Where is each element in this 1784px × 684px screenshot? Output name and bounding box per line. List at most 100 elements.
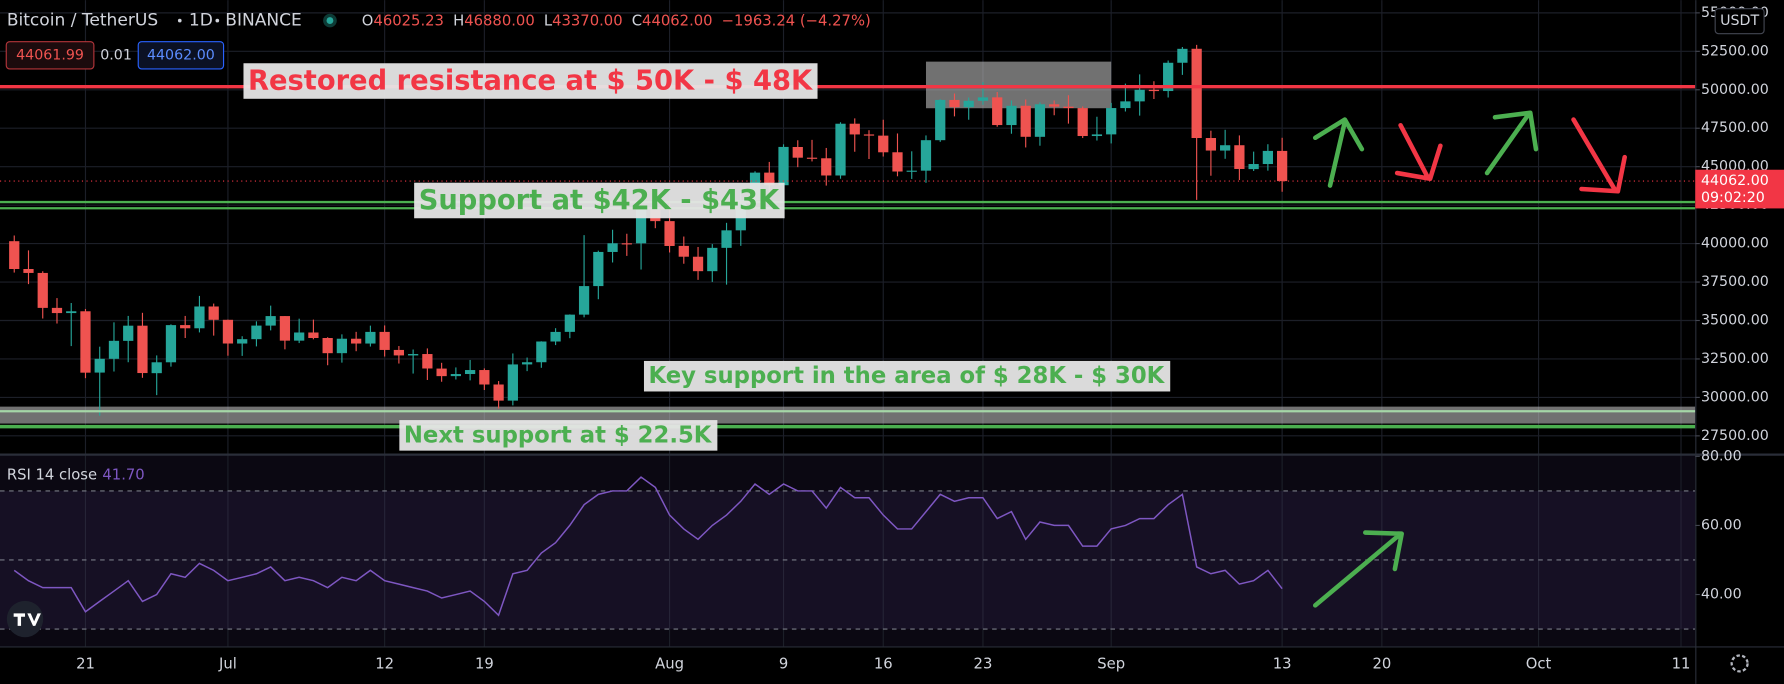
- candle-body: [1163, 62, 1174, 92]
- y-tick-label: 40000.00: [1701, 236, 1769, 252]
- settings[interactable]: [1730, 654, 1749, 673]
- candle-body: [51, 307, 63, 314]
- ohlc-key: O: [362, 13, 374, 30]
- y-tick-label: 32500.00: [1701, 351, 1769, 367]
- candle-body: [892, 152, 903, 172]
- separator-dot: [215, 18, 220, 23]
- x-tick-label: 16: [874, 656, 893, 673]
- candle-body: [678, 245, 689, 257]
- ask-box[interactable]: [137, 41, 225, 70]
- candle-body: [1262, 150, 1273, 165]
- candle-body: [692, 256, 704, 272]
- candle-body: [208, 306, 219, 320]
- arrows: [1312, 110, 1627, 608]
- candle-body: [977, 97, 989, 101]
- candle-body: [1091, 134, 1103, 137]
- candle-body: [23, 269, 34, 273]
- bid-box[interactable]: [5, 41, 95, 70]
- ohlc-value: 46880.00: [464, 13, 535, 30]
- candle-body: [707, 247, 718, 272]
- candle-body: [351, 338, 362, 344]
- candle-body: [521, 362, 533, 365]
- candle-body: [935, 99, 946, 141]
- interval: 1D: [189, 11, 213, 31]
- candle-body: [578, 286, 590, 315]
- candle-body: [137, 325, 148, 374]
- candle-body: [94, 358, 105, 373]
- bid: 44061.99: [16, 47, 84, 63]
- candle-body: [123, 325, 134, 341]
- candle-body: [493, 384, 504, 401]
- ohlc-key: H: [453, 13, 464, 30]
- candle-body: [464, 370, 476, 375]
- candle-body: [849, 123, 860, 135]
- arrow-down: [1571, 117, 1627, 194]
- candle-body: [1006, 105, 1017, 126]
- annotation-box: [399, 420, 718, 451]
- candle-body: [821, 158, 832, 176]
- logo[interactable]: [6, 600, 44, 638]
- candle-body: [920, 140, 932, 171]
- candle-body: [835, 123, 846, 176]
- annotation-box: [643, 360, 1171, 392]
- candle-body: [265, 316, 276, 326]
- candle-body: [251, 325, 262, 340]
- ohlc: O46025.23 H46880.00 L43370.00 C44062.00 −196…: [362, 13, 871, 30]
- x-tick-label: 20: [1372, 656, 1391, 673]
- arrow-up: [1312, 117, 1365, 188]
- candle-body: [1106, 108, 1117, 135]
- candle-body: [322, 338, 333, 354]
- candle-body: [237, 339, 248, 344]
- last-price-box: [1695, 169, 1784, 209]
- candle-body: [1191, 48, 1202, 139]
- x-tick-label: 9: [779, 656, 788, 673]
- y-tick-label: 80.00: [1701, 448, 1742, 464]
- candle-body: [1134, 89, 1145, 102]
- candle-body: [336, 338, 348, 354]
- rsi-last-value: 41.70: [102, 467, 144, 484]
- exchange: BINANCE: [225, 11, 302, 31]
- ohlc-key: L: [544, 13, 553, 30]
- candle-body: [1063, 106, 1074, 109]
- candle-body: [1220, 145, 1231, 151]
- currency-box[interactable]: [1714, 8, 1765, 35]
- separator-dot: [177, 18, 182, 23]
- candle-body: [80, 311, 91, 373]
- rsi-pane: [0, 455, 1696, 647]
- candle-body: [863, 134, 875, 136]
- candle-body: [764, 172, 775, 186]
- candle-body: [792, 146, 803, 158]
- candle-body: [108, 340, 120, 359]
- candle-body: [664, 221, 675, 246]
- candle-body: [308, 332, 319, 339]
- annotation: Restored resistance at $ 50K - $ 48K: [248, 66, 813, 97]
- y-tick-label: 35000.00: [1701, 312, 1769, 328]
- x-tick-label: 13: [1273, 656, 1292, 673]
- annotation-box: [414, 182, 785, 219]
- candle-body: [436, 368, 447, 377]
- candle-body: [507, 364, 518, 401]
- status-dot: [326, 17, 334, 24]
- candle-body: [1205, 138, 1217, 151]
- ohlc-value: 46025.23: [373, 13, 444, 30]
- candle-body: [778, 146, 789, 186]
- candle-body: [878, 135, 889, 153]
- candle-body: [1034, 104, 1046, 137]
- candle-body: [450, 374, 461, 377]
- rsi-title: RSI 14 close: [7, 467, 97, 484]
- ohlc-value: 43370.00: [552, 13, 623, 30]
- candle-body: [365, 331, 376, 344]
- last-price-label: 44062.00: [1701, 173, 1769, 189]
- x-tick-label: 23: [974, 656, 993, 673]
- candle-body: [1049, 104, 1060, 107]
- zone: [0, 406, 1696, 424]
- candle-body: [1234, 145, 1245, 169]
- annotation-box: [243, 63, 818, 99]
- currency: USDT: [1720, 13, 1759, 29]
- y-tick-label: 40.00: [1701, 587, 1742, 603]
- candle-body: [9, 241, 20, 270]
- candle-body: [479, 370, 490, 385]
- candle-body: [1020, 105, 1031, 137]
